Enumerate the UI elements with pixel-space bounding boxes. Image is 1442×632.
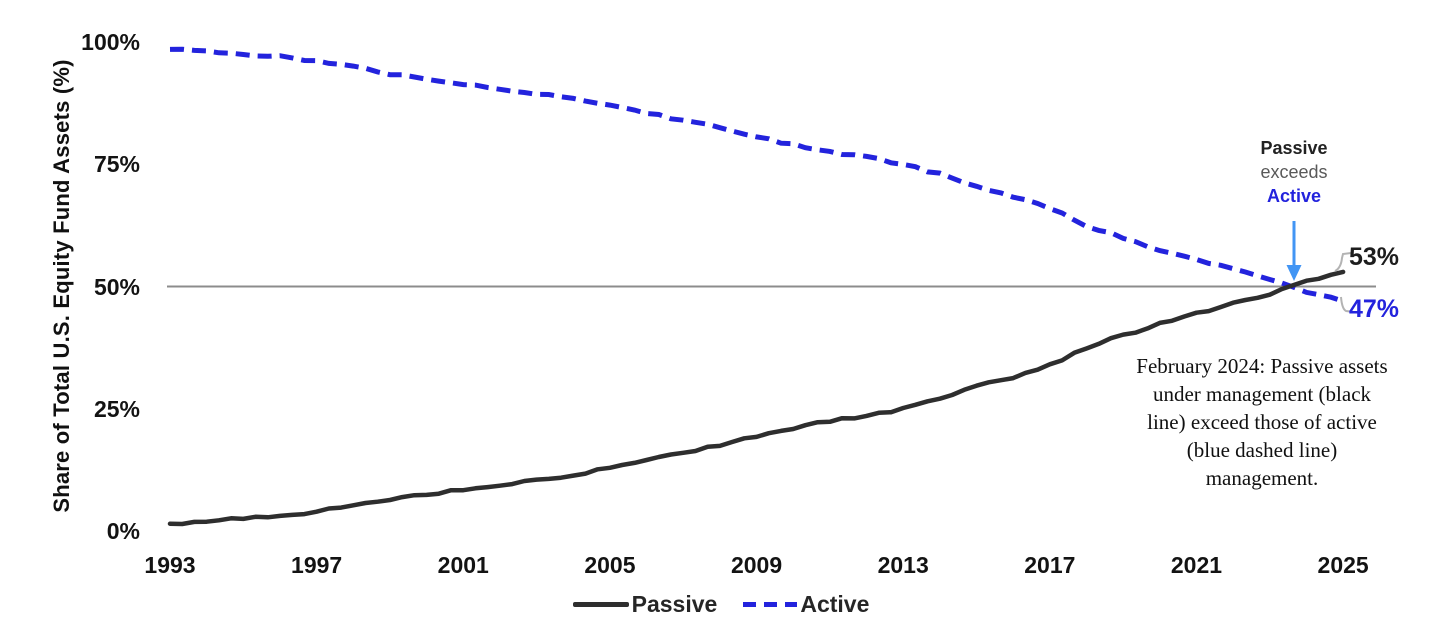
- passive-end-value-label: 53%: [1349, 243, 1400, 271]
- y-tick-label: 100%: [81, 29, 140, 56]
- x-tick-label: 1997: [291, 552, 343, 578]
- callout-active-text: Active: [1266, 186, 1322, 206]
- active-line-swatch-icon: [743, 601, 798, 607]
- crossover-callout: Passive exceeds Active: [1260, 136, 1327, 208]
- x-tick-label: 2009: [730, 552, 783, 578]
- x-tick-label: 2021: [1170, 552, 1223, 578]
- y-tick-label: 0%: [106, 518, 140, 544]
- x-tick-label: 2025: [1317, 552, 1369, 578]
- active-leader-line: [1340, 296, 1355, 313]
- x-tick-label: 1993: [144, 552, 196, 578]
- callout-passive-text: Passive: [1260, 138, 1328, 158]
- passive-leader-line: [1334, 252, 1352, 272]
- callout-arrow-icon: [1286, 221, 1302, 281]
- legend-label-passive: Passive: [631, 591, 718, 617]
- y-tick-label: 25%: [93, 395, 140, 422]
- legend-label-active: Active: [800, 591, 870, 617]
- chart-legend: Passive Active: [0, 591, 1442, 617]
- legend-item-active: Active: [743, 591, 869, 617]
- passive-line-swatch-icon: [572, 601, 629, 607]
- x-tick-label: 2013: [877, 552, 929, 578]
- x-tick-label: 2005: [584, 552, 636, 578]
- x-tick-label: 2001: [437, 552, 489, 578]
- annotation-note: February 2024: Passive assets under mana…: [1136, 354, 1388, 490]
- y-tick-label: 75%: [93, 151, 140, 178]
- legend-item-passive: Passive: [572, 591, 718, 617]
- callout-exceeds-text: exceeds: [1260, 162, 1328, 182]
- x-tick-label: 2017: [1024, 552, 1076, 578]
- y-tick-label: 50%: [93, 273, 140, 300]
- active-line: [169, 46, 1344, 304]
- passive-line: [167, 269, 1346, 527]
- active-end-value-label: 47%: [1349, 295, 1400, 323]
